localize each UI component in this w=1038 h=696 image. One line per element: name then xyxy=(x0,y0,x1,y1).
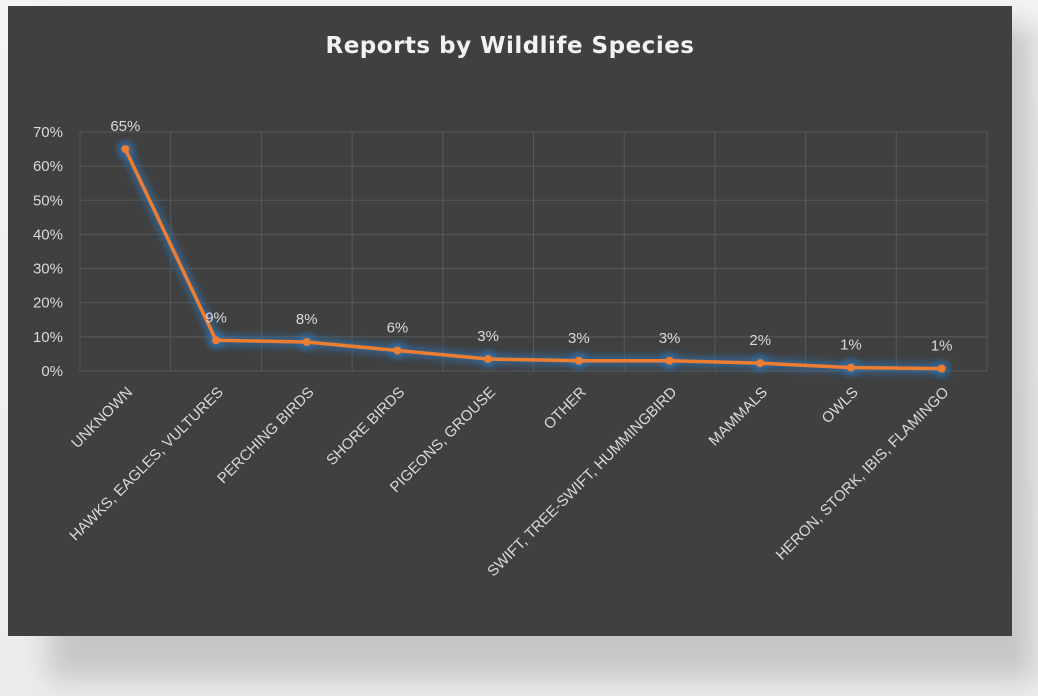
data-point xyxy=(937,364,946,373)
data-point xyxy=(574,356,583,365)
x-tick-label: HERON, STORK, IBIS, FLAMINGO xyxy=(773,384,953,564)
data-label: 65% xyxy=(110,118,140,135)
data-label: 2% xyxy=(749,332,771,349)
data-point xyxy=(846,363,855,372)
data-point xyxy=(484,355,493,364)
x-tick-label: PIGEONS, GROUSE xyxy=(387,384,499,496)
x-tick-label: OWLS xyxy=(819,384,862,427)
data-label: 8% xyxy=(296,311,318,328)
data-label: 3% xyxy=(568,330,590,347)
x-tick-label: OTHER xyxy=(541,384,590,433)
y-tick-label: 70% xyxy=(33,124,63,141)
data-labels: 65% 9% 8% 6% 3% 3% 3% 2% 1% 1% xyxy=(110,118,952,355)
chart-title: Reports by Wildlife Species xyxy=(326,33,695,59)
data-label: 3% xyxy=(659,330,681,347)
y-axis: 0% 10% 20% 30% 40% 50% 60% 70% xyxy=(33,124,63,380)
y-tick-label: 20% xyxy=(33,295,63,312)
x-tick-label: UNKNOWN xyxy=(68,384,136,452)
y-tick-label: 60% xyxy=(33,158,63,175)
x-tick-label: SHORE BIRDS xyxy=(323,384,408,469)
data-label: 1% xyxy=(840,337,862,354)
y-tick-label: 10% xyxy=(33,329,63,346)
y-tick-label: 0% xyxy=(41,363,63,380)
x-tick-label: SWIFT, TREE-SWIFT, HUMMINGBIRD xyxy=(484,384,680,580)
data-point xyxy=(756,359,765,368)
data-label: 1% xyxy=(931,338,953,355)
series-line xyxy=(123,147,944,371)
chart-area xyxy=(8,6,1012,636)
y-tick-label: 30% xyxy=(33,261,63,278)
data-point xyxy=(393,346,402,355)
y-tick-label: 40% xyxy=(33,226,63,243)
x-tick-label: PERCHING BIRDS xyxy=(214,384,317,487)
y-tick-label: 50% xyxy=(33,192,63,209)
data-point xyxy=(212,336,221,345)
data-point xyxy=(302,337,311,346)
gridlines xyxy=(79,131,988,372)
data-label: 9% xyxy=(205,309,227,326)
series-line-group xyxy=(123,147,944,371)
x-tick-label: HAWKS, EAGLES, VULTURES xyxy=(66,384,227,545)
data-point xyxy=(121,145,130,154)
x-tick-label: MAMMALS xyxy=(705,384,771,450)
data-points xyxy=(121,145,946,373)
data-point xyxy=(665,356,674,365)
data-label: 6% xyxy=(387,320,409,337)
data-label: 3% xyxy=(477,328,499,345)
